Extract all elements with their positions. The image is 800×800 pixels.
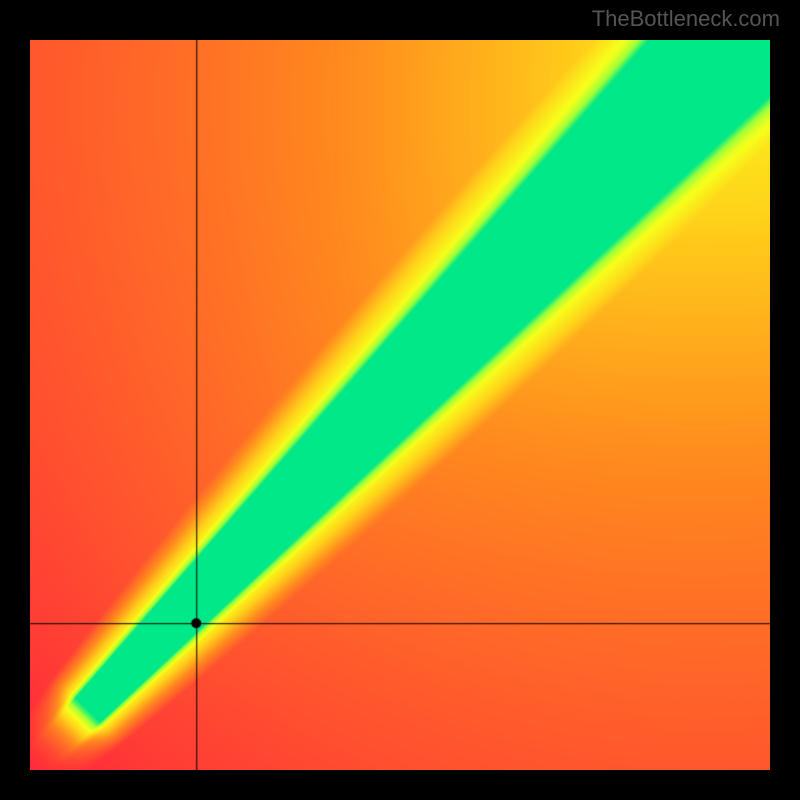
- watermark-text: TheBottleneck.com: [592, 6, 780, 32]
- heatmap-canvas: [30, 40, 770, 770]
- plot-area: [30, 40, 770, 770]
- chart-container: TheBottleneck.com: [0, 0, 800, 800]
